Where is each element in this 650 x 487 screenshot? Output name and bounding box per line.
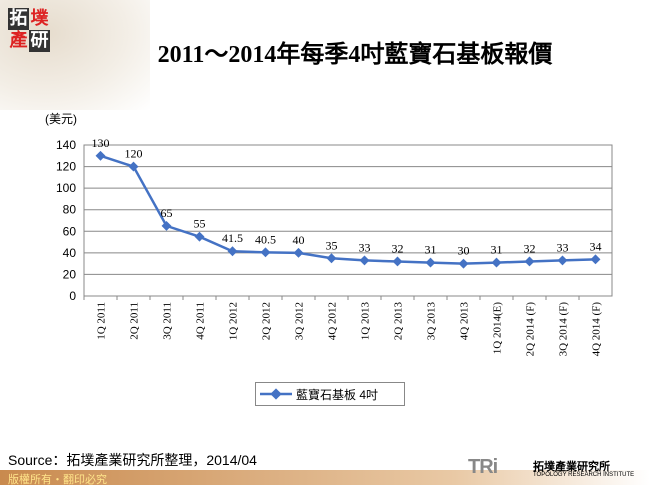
copyright: 版權所有‧翻印必究 <box>8 474 107 486</box>
data-label: 65 <box>161 206 173 220</box>
data-label: 33 <box>557 240 569 254</box>
data-point <box>293 247 304 258</box>
data-label: 41.5 <box>222 231 243 245</box>
x-tick-label: 3Q 2012 <box>294 302 306 340</box>
data-point <box>359 255 370 266</box>
y-tick-label: 100 <box>56 181 76 195</box>
data-label: 31 <box>491 243 503 257</box>
legend-label: 藍寶石基板 4吋 <box>296 387 379 402</box>
data-label: 32 <box>392 241 404 255</box>
data-point <box>128 161 139 172</box>
data-label: 130 <box>92 136 110 150</box>
data-label: 55 <box>194 217 206 231</box>
data-label: 40 <box>293 233 305 247</box>
data-point <box>590 254 601 265</box>
x-tick-label: 4Q 2011 <box>195 302 207 340</box>
x-tick-label: 1Q 2012 <box>228 302 240 340</box>
y-tick-label: 60 <box>63 224 77 238</box>
legend-marker <box>260 388 292 400</box>
data-label: 31 <box>425 243 437 257</box>
x-tick-label: 3Q 2014 (F) <box>558 302 570 357</box>
x-tick-label: 2Q 2011 <box>129 302 141 340</box>
data-point <box>458 258 469 269</box>
logo: 拓墣產研 <box>8 8 50 52</box>
data-label: 120 <box>125 147 143 161</box>
data-point <box>392 256 403 267</box>
data-point <box>227 246 238 257</box>
legend: 藍寶石基板 4吋 <box>255 382 405 406</box>
series-line <box>100 154 596 265</box>
x-tick-label: 4Q 2012 <box>327 302 339 340</box>
data-point <box>491 257 502 268</box>
footer-bar <box>0 470 650 485</box>
brand-name: 拓墣產業研究所 <box>533 461 610 473</box>
data-point <box>260 247 271 258</box>
x-tick-label: 2Q 2014 (F) <box>525 302 537 357</box>
data-label: 32 <box>524 241 536 255</box>
data-label: 33 <box>359 240 371 254</box>
x-tick-label: 1Q 2014(E) <box>492 302 504 355</box>
data-point <box>161 220 172 231</box>
y-axis-unit: (美元) <box>45 112 77 126</box>
data-point <box>326 253 337 264</box>
y-tick-label: 40 <box>63 246 77 260</box>
brand-english: TOPOLOGY RESEARCH INSTITUTE <box>533 472 635 478</box>
data-point <box>95 150 106 161</box>
y-tick-label: 0 <box>69 289 76 303</box>
data-label: 35 <box>326 238 338 252</box>
data-point <box>194 231 205 242</box>
y-tick-label: 20 <box>63 267 77 281</box>
y-tick-label: 140 <box>56 138 76 152</box>
source-note: Source：拓墣產業研究所整理，2014/04 <box>8 452 257 468</box>
x-tick-label: 3Q 2013 <box>426 302 438 341</box>
data-label: 40.5 <box>255 232 276 246</box>
data-point <box>524 256 535 267</box>
y-tick-label: 80 <box>63 203 77 217</box>
x-tick-label: 4Q 2013 <box>459 302 471 341</box>
x-tick-label: 1Q 2013 <box>360 302 372 341</box>
x-tick-label: 2Q 2013 <box>393 302 405 341</box>
data-point <box>557 255 568 266</box>
x-tick-label: 3Q 2011 <box>162 302 174 340</box>
data-point <box>425 257 436 268</box>
y-tick-label: 120 <box>56 160 76 174</box>
x-tick-label: 1Q 2011 <box>96 302 108 340</box>
brand-mark: TRi <box>468 456 498 478</box>
x-tick-label: 2Q 2012 <box>261 302 273 340</box>
data-label: 30 <box>458 244 470 258</box>
data-label: 34 <box>590 239 602 253</box>
x-tick-label: 4Q 2014 (F) <box>591 302 603 357</box>
page-title: 2011～2014年每季4吋藍寶石基板報價 <box>157 42 553 68</box>
